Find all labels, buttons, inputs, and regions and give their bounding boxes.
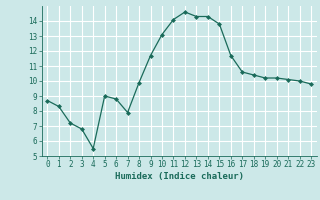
X-axis label: Humidex (Indice chaleur): Humidex (Indice chaleur) [115,172,244,181]
